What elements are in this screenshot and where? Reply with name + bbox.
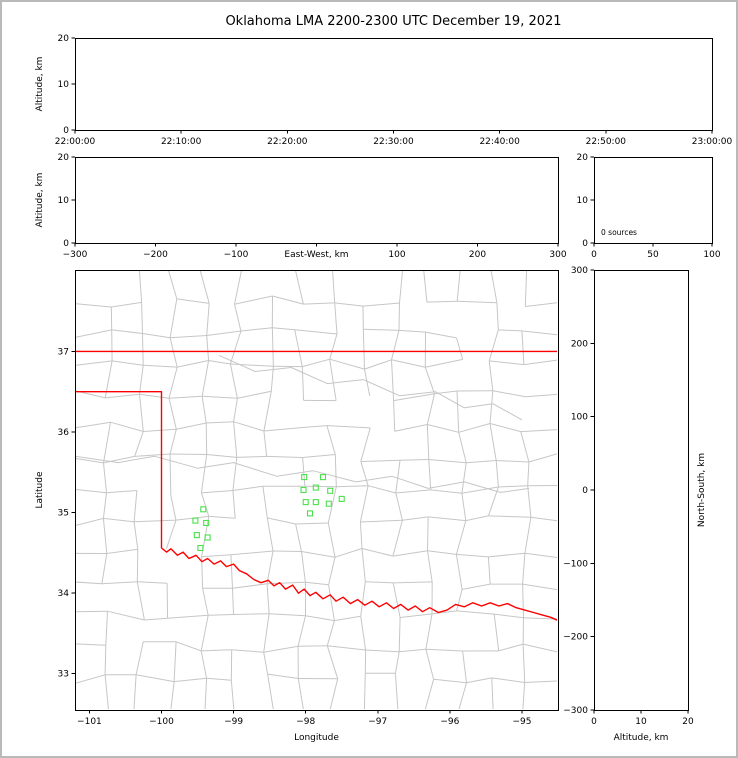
tick-label: 300: [571, 266, 588, 276]
lightning-source-point: [204, 534, 211, 541]
tick-label: −300: [563, 706, 588, 716]
tick-label: 20: [58, 153, 70, 163]
tick-label: 0: [63, 239, 69, 249]
river-line: [76, 455, 530, 493]
map-layer: [76, 271, 557, 709]
tick-label: −97: [368, 717, 387, 727]
plan-view-ylabel: Latitude: [35, 471, 45, 509]
tick-label: 22:10:00: [161, 137, 202, 147]
lightning-source-point: [319, 474, 327, 481]
tick-label: 36: [58, 428, 70, 438]
tick-label: 10: [577, 196, 589, 206]
tick-label: 35: [58, 509, 69, 519]
tick-label: 0: [591, 717, 597, 727]
tick-label: 50: [647, 250, 659, 260]
ew-height-ylabel: Altitude, km: [35, 173, 45, 228]
lightning-source-point: [193, 532, 200, 539]
tick-label: −200: [563, 633, 588, 643]
state-border-line: [76, 391, 163, 548]
page-title: Oklahoma LMA 2200-2300 UTC December 19, …: [225, 14, 562, 29]
tick-label: 22:50:00: [586, 137, 627, 147]
lightning-source-point: [306, 510, 314, 517]
lightning-source-point: [301, 474, 308, 481]
state-border-line: [161, 547, 557, 621]
lightning-source-point: [192, 517, 199, 524]
lightning-source-point: [312, 484, 319, 491]
tick-label: 22:00:00: [55, 137, 96, 147]
tick-label: −99: [224, 717, 243, 727]
tick-label: 20: [58, 34, 70, 44]
tick-label: −100: [563, 559, 588, 569]
sources-count-annotation: 0 sources: [601, 228, 637, 237]
ns-height-ylabel: North-South, km: [697, 453, 707, 527]
tick-label: 22:30:00: [373, 137, 414, 147]
tick-label: 0: [582, 239, 588, 249]
tick-label: 200: [571, 339, 588, 349]
tick-label: 10: [635, 717, 647, 727]
lightning-source-point: [197, 544, 204, 552]
tick-label: 0: [591, 250, 597, 260]
lightning-source-point: [338, 495, 345, 502]
tick-label: 34: [58, 589, 70, 599]
lightning-source-point: [200, 506, 207, 513]
lightning-source-point: [302, 499, 309, 506]
tick-label: 100: [571, 413, 588, 423]
tick-label: 33: [58, 670, 69, 680]
tick-label: −100: [224, 250, 249, 260]
tick-label: 100: [703, 250, 720, 260]
tick-label: 20: [682, 717, 694, 727]
tick-label: −100: [149, 717, 174, 727]
tick-label: −300: [63, 250, 88, 260]
river-line: [218, 354, 523, 421]
ew-height-frame: [75, 157, 559, 244]
tick-label: −200: [143, 250, 168, 260]
lightning-source-point: [203, 519, 210, 527]
tick-label: 0: [63, 126, 69, 136]
ns-height-xlabel: Altitude, km: [614, 733, 669, 743]
lightning-source-point: [300, 486, 307, 494]
plan-view-xlabel: Longitude: [294, 733, 339, 743]
time-height-frame: [75, 38, 713, 131]
tick-label: −98: [296, 717, 315, 727]
county-grid: [76, 271, 557, 709]
ns-height-frame: [594, 270, 689, 711]
time-height-ylabel: Altitude, km: [35, 57, 45, 112]
tick-label: 20: [577, 153, 589, 163]
tick-label: −96: [440, 717, 459, 727]
ew-height-xlabel: East-West, km: [284, 250, 348, 260]
tick-label: −101: [77, 717, 102, 727]
histogram-frame: [594, 157, 713, 244]
tick-label: −95: [512, 717, 531, 727]
tick-label: 37: [58, 347, 69, 357]
tick-label: 10: [58, 80, 70, 90]
lightning-source-point: [312, 499, 319, 506]
tick-label: 0: [582, 486, 588, 496]
tick-label: 23:00:00: [692, 137, 733, 147]
lightning-source-point: [325, 500, 332, 507]
tick-label: 100: [388, 250, 405, 260]
tick-label: 200: [469, 250, 486, 260]
tick-label: 10: [58, 196, 70, 206]
lightning-source-point: [327, 487, 334, 494]
tick-label: 22:20:00: [267, 137, 308, 147]
tick-label: 300: [549, 250, 566, 260]
tick-label: 22:40:00: [479, 137, 520, 147]
